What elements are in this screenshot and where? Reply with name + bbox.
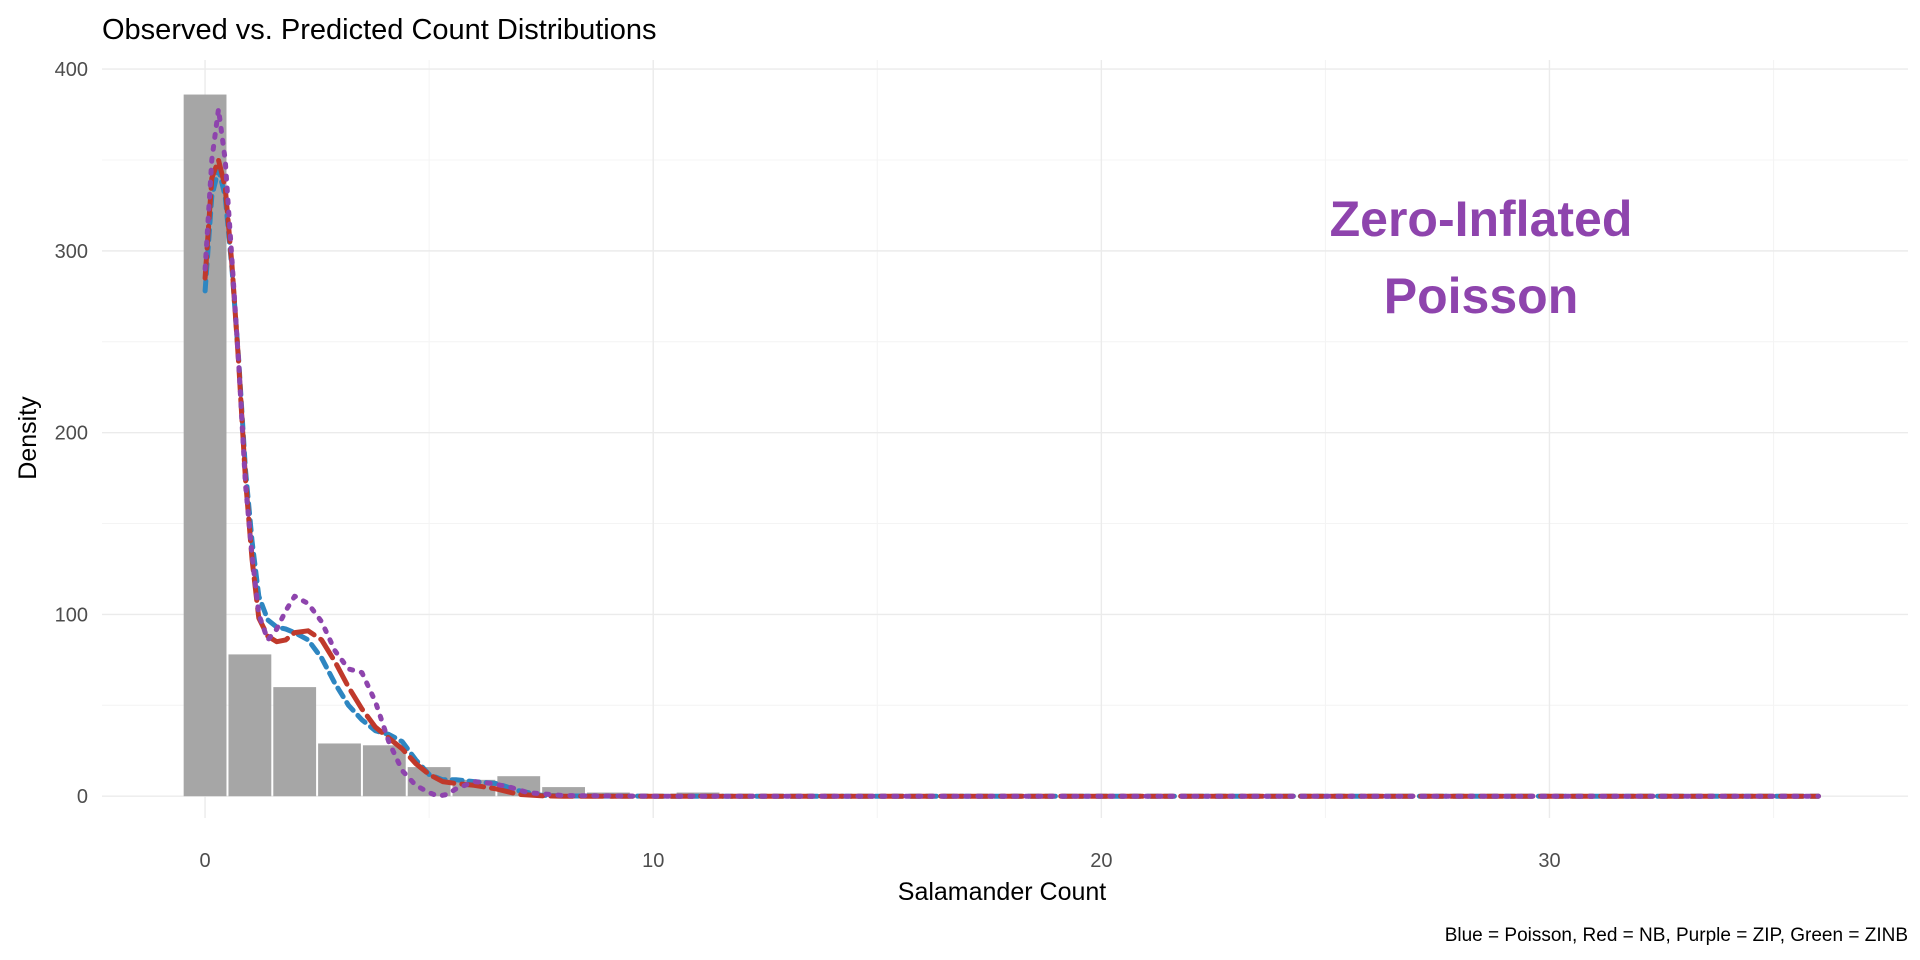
x-tick-label: 0 xyxy=(200,850,211,872)
y-tick-label: 300 xyxy=(55,241,88,263)
y-axis-label: Density xyxy=(14,396,42,480)
density-lines xyxy=(202,106,1821,799)
gridlines xyxy=(102,60,1908,818)
histogram-bar xyxy=(183,94,227,797)
x-tick-label: 30 xyxy=(1538,850,1560,872)
series-line-nb xyxy=(202,157,1821,799)
y-tick-label: 200 xyxy=(55,423,88,445)
annotation-line-2: Poisson xyxy=(1384,268,1578,324)
y-tick-label: 0 xyxy=(77,786,88,808)
chart-title: Observed vs. Predicted Count Distributio… xyxy=(102,14,656,46)
x-axis-label: Salamander Count xyxy=(898,878,1107,906)
histogram-bar xyxy=(273,687,317,797)
chart-caption: Blue = Poisson, Red = NB, Purple = ZIP, … xyxy=(1445,925,1908,946)
annotation-line-1: Zero-Inflated xyxy=(1330,191,1633,247)
x-tick-label: 20 xyxy=(1090,850,1112,872)
series-line-poisson xyxy=(202,166,1821,799)
x-tick-label: 10 xyxy=(642,850,664,872)
histogram-bar xyxy=(228,654,272,797)
histogram-bars xyxy=(183,94,899,797)
y-tick-label: 100 xyxy=(55,604,88,626)
histogram-bar xyxy=(362,745,406,797)
histogram-bar xyxy=(318,743,361,797)
y-tick-label: 400 xyxy=(55,59,88,81)
histogram-bar xyxy=(542,787,585,797)
